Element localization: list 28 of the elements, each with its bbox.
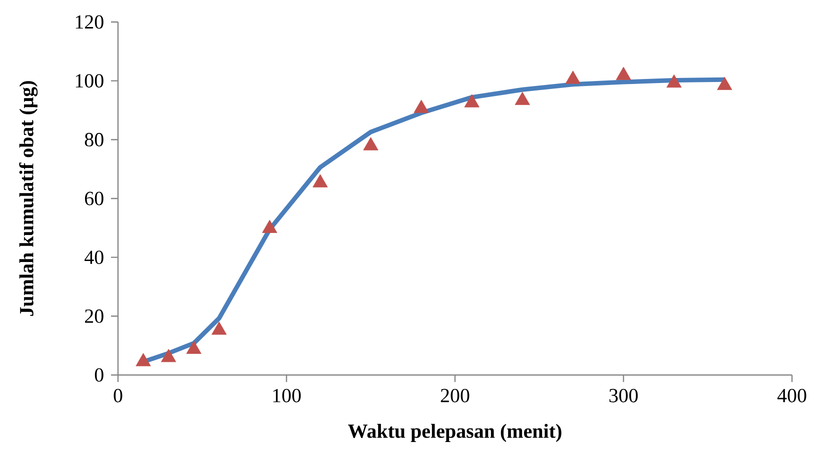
x-tick-label: 300 xyxy=(609,388,638,402)
x-tick-label: 400 xyxy=(777,388,806,402)
y-tick-label: 100 xyxy=(76,74,104,88)
point xyxy=(262,220,278,233)
point xyxy=(160,348,176,362)
x-tick-label: 200 xyxy=(440,388,470,402)
x-tick-label: 100 xyxy=(273,388,301,402)
point xyxy=(363,137,378,150)
y-tick-label: 80 xyxy=(84,132,104,146)
y-axis-title: Jumlah kumulatif obat (µg) xyxy=(19,81,38,316)
point xyxy=(514,92,530,105)
point xyxy=(565,70,581,84)
point xyxy=(616,66,632,80)
y-tick-label: 60 xyxy=(85,192,104,206)
y-tick-label: 120 xyxy=(76,15,104,29)
x-tick-label: 0 xyxy=(114,388,122,402)
y-tick-label: 40 xyxy=(84,250,104,264)
x-axis-title: Waktu pelepasan (menit) xyxy=(348,424,562,442)
y-tick-label: 20 xyxy=(85,309,104,323)
point xyxy=(136,353,151,366)
y-tick-label: 0 xyxy=(94,368,104,382)
point xyxy=(464,94,480,108)
point xyxy=(312,174,328,188)
point xyxy=(212,322,227,335)
point xyxy=(717,76,732,90)
point xyxy=(186,340,202,354)
point xyxy=(414,100,429,113)
point xyxy=(666,74,682,88)
